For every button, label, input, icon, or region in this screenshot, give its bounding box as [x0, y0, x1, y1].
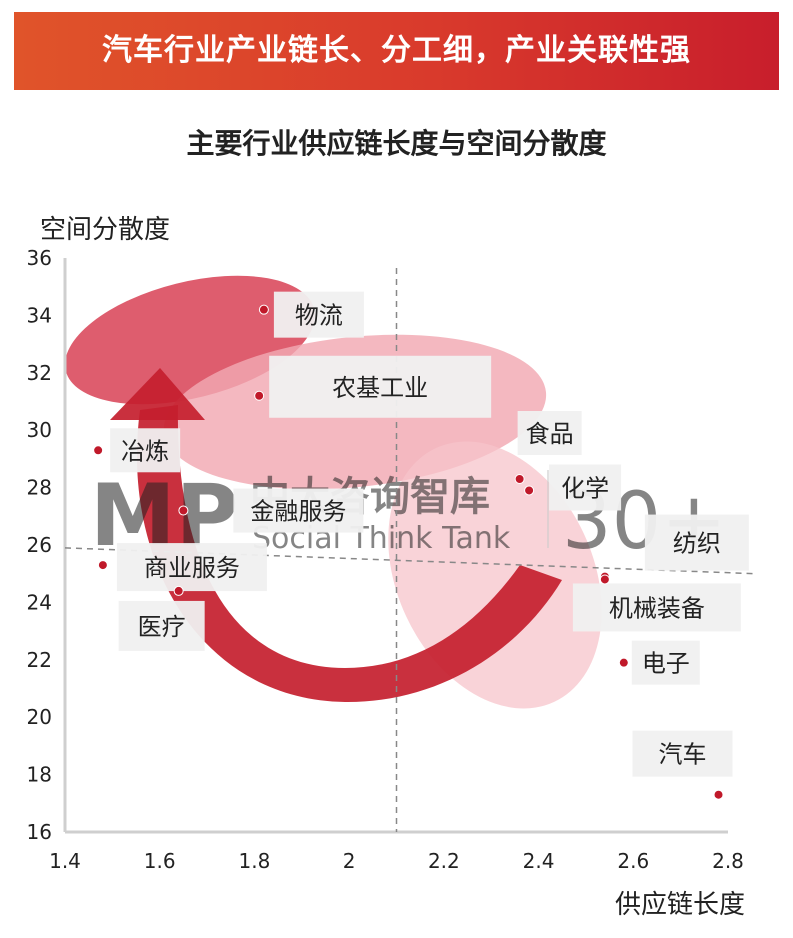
- y-tick-label: 22: [27, 648, 52, 672]
- point-label-box: [233, 488, 364, 533]
- y-tick-label: 30: [27, 418, 52, 442]
- x-tick-label: 1.6: [144, 849, 176, 873]
- point-marker: [93, 445, 104, 456]
- y-tick-label: 16: [27, 820, 52, 844]
- y-tick-label: 18: [27, 763, 52, 787]
- data-point: 冶炼: [93, 428, 181, 473]
- point-marker: [258, 304, 269, 315]
- x-tick-label: 2.4: [523, 849, 555, 873]
- data-point: 电子: [618, 640, 700, 685]
- point-label-box: [116, 543, 267, 592]
- data-point: 食品: [514, 410, 582, 484]
- point-label-box: [549, 464, 622, 511]
- point-label-box: [273, 291, 364, 338]
- data-point: 纺织: [599, 514, 749, 582]
- point-label: 纺织: [673, 530, 721, 558]
- point-marker: [618, 657, 629, 668]
- y-tick-label: 34: [27, 303, 52, 327]
- y-tick-label: 32: [27, 361, 52, 385]
- point-label-box: [118, 600, 205, 651]
- point-label: 机械装备: [609, 594, 705, 622]
- point-label: 金融服务: [250, 498, 346, 526]
- point-label: 商业服务: [144, 554, 240, 582]
- y-tick-label: 26: [27, 533, 52, 557]
- point-label: 冶炼: [121, 437, 169, 465]
- y-axis-label: 空间分散度: [40, 215, 170, 245]
- point-marker: [173, 585, 184, 596]
- point-label-box: [572, 583, 741, 632]
- point-label-box: [644, 514, 749, 571]
- point-marker: [97, 560, 108, 571]
- point-label-box: [632, 730, 733, 777]
- point-label: 化学: [561, 474, 609, 502]
- y-tick-label: 24: [27, 590, 52, 614]
- point-label-box: [269, 355, 492, 418]
- banner-title: 汽车行业产业链长、分工细，产业关联性强: [102, 33, 691, 68]
- data-point: 物流: [258, 291, 364, 338]
- y-tick-label: 28: [27, 476, 52, 500]
- data-point: 汽车: [632, 730, 733, 800]
- data-point: 机械装备: [572, 574, 741, 632]
- data-point: 化学: [524, 464, 622, 511]
- watermark: MP 中大咨询智库 Social Think Tank 30+: [90, 466, 727, 567]
- point-label: 物流: [295, 302, 343, 330]
- point-label: 医疗: [138, 613, 186, 641]
- x-tick-label: 2.8: [712, 849, 744, 873]
- axes: 1.4 1.6 1.8 2 2.2 2.4 2.6 2.8 16 18 20 22 24 26 28 30 32…: [27, 215, 745, 920]
- point-marker: [254, 390, 265, 401]
- point-label-box: [110, 428, 181, 473]
- data-point: 农基工业: [254, 355, 492, 418]
- point-marker: [599, 574, 610, 585]
- point-label-box: [631, 640, 700, 685]
- point-label-box: [517, 410, 582, 455]
- x-tick-label: 1.8: [239, 849, 271, 873]
- point-marker: [713, 789, 724, 800]
- y-tick-label: 20: [27, 705, 52, 729]
- chart-title: 主要行业供应链长度与空间分散度: [186, 127, 607, 160]
- x-tick-label: 1.4: [49, 849, 81, 873]
- point-marker: [524, 485, 535, 496]
- point-label: 农基工业: [332, 374, 428, 402]
- x-axis-label: 供应链长度: [615, 890, 745, 920]
- data-point: 金融服务: [178, 488, 364, 533]
- header-banner: 汽车行业产业链长、分工细，产业关联性强: [14, 12, 779, 90]
- point-marker: [514, 473, 525, 484]
- y-tick-label: 36: [27, 246, 52, 270]
- data-point: 商业服务: [97, 543, 267, 592]
- x-tick-label: 2: [343, 849, 356, 873]
- x-tick-label: 2.2: [428, 849, 460, 873]
- x-tick-label: 2.6: [617, 849, 649, 873]
- data-point: 医疗: [118, 585, 205, 651]
- curved-arrow-head: [110, 368, 205, 420]
- point-label: 汽车: [659, 741, 707, 769]
- point-marker: [178, 505, 189, 516]
- point-label: 电子: [642, 650, 690, 678]
- point-label: 食品: [526, 420, 574, 448]
